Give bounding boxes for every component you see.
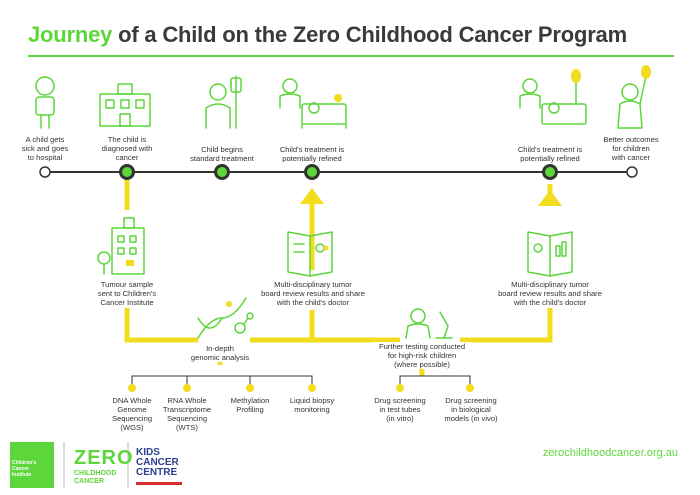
page-title: Journey of a Child on the Zero Childhood… (28, 22, 627, 48)
analysis-label-methylation: Methylation Profiling (230, 396, 270, 414)
title-rest: of a Child on the Zero Childhood Cancer … (112, 22, 627, 47)
child-icon (35, 76, 55, 129)
hospital-icon (99, 83, 151, 127)
zero-logo-text: ZERO (74, 447, 134, 469)
bed-doctor-icon-2 (519, 78, 587, 125)
arrow-up-1 (300, 188, 324, 204)
stage-label-standard-treatment: Child begins standard treatment (190, 145, 254, 163)
kids-flag-bar (136, 482, 182, 485)
analysis-label-wts: RNA Whole Transcriptome Sequencing (WTS) (162, 396, 212, 432)
bed-doctor-icon (279, 78, 347, 129)
yellow-accents (126, 65, 651, 307)
connector-further-board2 (460, 308, 553, 343)
node-end (626, 166, 638, 178)
book-review-icon (287, 231, 333, 277)
arrow-up-2 (538, 190, 562, 206)
kids-cancer-centre-logo: KIDS CANCER CENTRE (136, 447, 179, 478)
analysis-label-in-vitro: Drug screening in test tubes (in vitro) (374, 396, 426, 423)
step-label-further-testing: Further testing conducted for high-risk … (372, 342, 472, 369)
stage-label-better-outcomes: Better outcomes for children with cancer (603, 135, 659, 162)
analysis-label-wgs: DNA Whole Genome Sequencing (WGS) (111, 396, 153, 432)
arrow-heads (300, 188, 562, 206)
stage-label-refined-2: Child's treatment is potentially refined (517, 145, 583, 163)
connector-tumour-genomic (124, 308, 198, 343)
book-review-icon-2 (527, 231, 573, 277)
stage-label-sick: A child gets sick and goes to hospital (21, 135, 69, 162)
analysis-label-in-vivo: Drug screening in biological models (in … (444, 396, 498, 423)
zero-logo-subtext: CHILDHOOD CANCER (74, 470, 117, 485)
microscope-icon (405, 308, 453, 339)
timeline-nodes (39, 164, 638, 180)
step-label-genomic: In-depth genomic analysis (180, 344, 260, 362)
iv-drip-icon (205, 75, 242, 129)
node-start (39, 166, 51, 178)
title-accent: Journey (28, 22, 113, 47)
title-underline (28, 55, 674, 57)
connector-genomic-board1 (250, 310, 315, 343)
happy-child-icon (617, 75, 647, 129)
cci-logo-text: Children's Cancer Institute (12, 460, 37, 478)
step-label-tumour: Tumour sample sent to Children's Cancer … (97, 280, 157, 307)
website-url[interactable]: zerochildhoodcancer.org.au (542, 447, 678, 459)
step-label-board-2: Multi-disciplinary tumor board review re… (498, 280, 602, 307)
analysis-tree (131, 375, 471, 384)
step-label-board-1: Multi-disciplinary tumor board review re… (261, 280, 365, 307)
stage-label-refined-1: Child's treatment is potentially refined (279, 145, 345, 163)
lab-building-icon (97, 217, 145, 275)
stage-label-diagnosed: The child is diagnosed with cancer (101, 135, 153, 162)
cci-logo (10, 442, 54, 488)
analysis-label-liquid-biopsy: Liquid biopsy monitoring (289, 396, 335, 414)
dna-icon (197, 297, 254, 339)
analysis-dots (128, 384, 474, 392)
